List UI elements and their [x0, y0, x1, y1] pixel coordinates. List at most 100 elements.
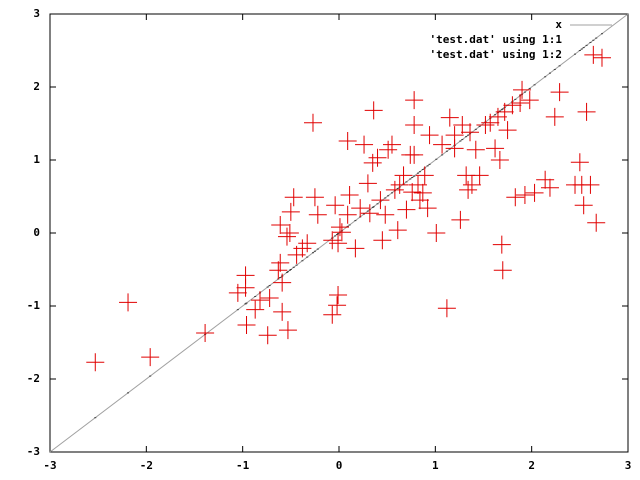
- point: [308, 205, 327, 224]
- point: [236, 278, 255, 297]
- point: [371, 191, 390, 210]
- y-tick-label: 2: [33, 80, 40, 93]
- point: [340, 186, 359, 205]
- x-tick-label: 1: [432, 459, 439, 472]
- point: [592, 48, 611, 67]
- point: [440, 108, 459, 127]
- point: [368, 148, 387, 167]
- point: [338, 205, 357, 224]
- point: [451, 210, 470, 229]
- point: [427, 224, 446, 242]
- point: [273, 273, 292, 292]
- y-tick-label: -2: [27, 372, 40, 385]
- point: [574, 196, 593, 215]
- point: [385, 180, 404, 199]
- point: [570, 153, 589, 172]
- point: [461, 123, 480, 142]
- point: [503, 96, 522, 115]
- x-tick-label: -2: [140, 459, 153, 472]
- point: [363, 153, 382, 172]
- point: [536, 170, 555, 189]
- point: [351, 199, 370, 218]
- point: [513, 80, 532, 99]
- point: [459, 180, 478, 199]
- point: [326, 196, 345, 215]
- point: [355, 135, 374, 154]
- point: [587, 213, 606, 232]
- point: [298, 234, 317, 253]
- point: [486, 139, 505, 158]
- point: [258, 326, 277, 345]
- point: [495, 102, 514, 121]
- y-tick-label: 3: [33, 7, 40, 20]
- x-tick-label: -3: [43, 459, 56, 472]
- point: [515, 186, 534, 205]
- point: [373, 231, 392, 250]
- point: [328, 296, 347, 315]
- x-tick-label: -1: [236, 459, 250, 472]
- point: [86, 353, 105, 372]
- point: [405, 115, 424, 134]
- point: [462, 175, 481, 194]
- point: [293, 239, 312, 258]
- point: [329, 234, 348, 253]
- point: [390, 175, 409, 194]
- point: [281, 202, 300, 221]
- point: [415, 166, 434, 185]
- legend-label: 'test.dat' using 1:2: [430, 48, 562, 61]
- point: [388, 221, 407, 240]
- point: [196, 324, 215, 343]
- point: [280, 224, 299, 242]
- point: [323, 305, 342, 324]
- point: [237, 315, 256, 334]
- point: [338, 132, 357, 151]
- point: [364, 101, 383, 120]
- point: [488, 107, 507, 126]
- point: [437, 299, 456, 318]
- point: [376, 205, 395, 224]
- point: [251, 291, 270, 310]
- point: [545, 107, 564, 126]
- point: [433, 135, 452, 154]
- point: [360, 204, 379, 223]
- point: [271, 215, 290, 234]
- point: [346, 239, 365, 258]
- point: [382, 135, 401, 154]
- point: [408, 175, 427, 194]
- point: [394, 166, 413, 185]
- x-tick-label: 3: [625, 459, 632, 472]
- point: [506, 188, 525, 207]
- point: [520, 91, 539, 110]
- point: [453, 115, 472, 134]
- point: [397, 200, 416, 219]
- point: [278, 321, 297, 340]
- point: [445, 139, 464, 158]
- point: [493, 261, 512, 280]
- point: [470, 166, 489, 185]
- point: [332, 223, 351, 242]
- y-tick-label: 1: [33, 153, 40, 166]
- point: [466, 140, 485, 159]
- point: [358, 174, 377, 193]
- point: [329, 286, 348, 305]
- point: [498, 121, 517, 140]
- point: [284, 188, 303, 207]
- point: [141, 348, 160, 367]
- point: [476, 115, 495, 134]
- legend-label: 'test.dat' using 1:1: [430, 33, 563, 46]
- point: [260, 288, 279, 307]
- point: [405, 145, 424, 164]
- point: [228, 283, 247, 302]
- point: [550, 83, 569, 102]
- point: [403, 183, 422, 202]
- legend-label: x: [555, 18, 562, 31]
- function-line: [49, 13, 629, 453]
- point: [525, 183, 544, 202]
- point: [581, 175, 600, 194]
- x-tick-label: 0: [336, 459, 343, 472]
- point: [577, 102, 596, 121]
- point: [492, 235, 511, 254]
- point: [330, 218, 349, 237]
